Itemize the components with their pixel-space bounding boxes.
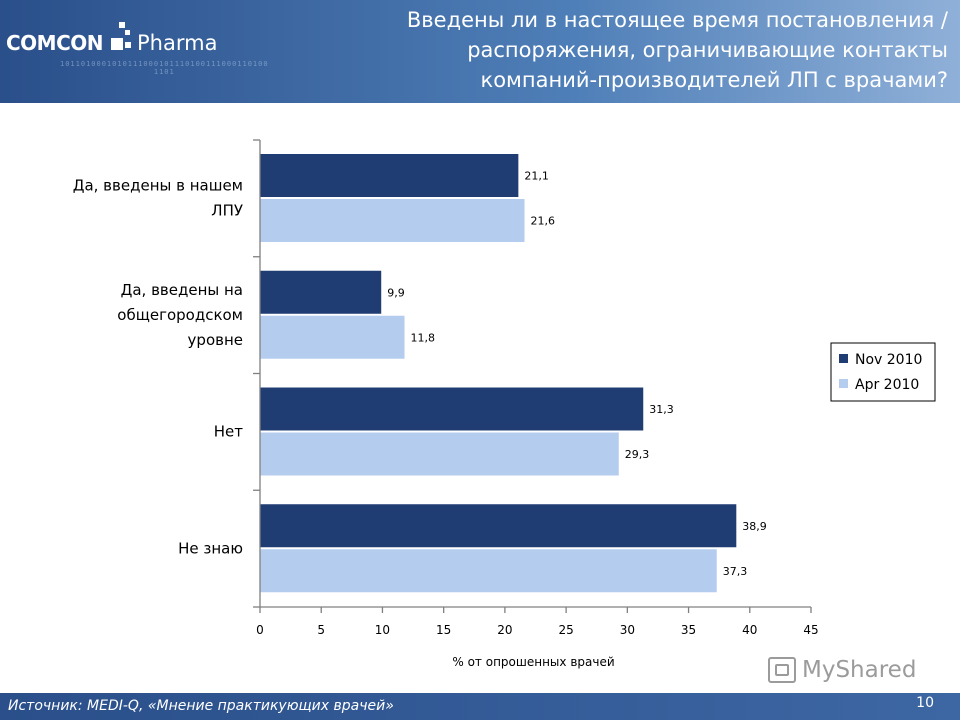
bar-nov-2010	[260, 504, 737, 548]
category-label: общегородском	[117, 306, 243, 324]
legend-box	[830, 342, 936, 402]
category-label: Нет	[214, 423, 244, 441]
legend-label: Nov 2010	[855, 352, 922, 368]
title-line: распоряжения, ограничивающие контакты	[467, 38, 948, 62]
data-label: 21,6	[530, 215, 555, 228]
bar-nov-2010	[260, 154, 519, 197]
x-tick-label: 15	[436, 623, 451, 637]
x-tick-label: 10	[375, 623, 390, 637]
bar-nov-2010	[260, 270, 382, 314]
page-number: 10	[916, 695, 934, 711]
data-label: 11,8	[410, 331, 435, 344]
x-tick-label: 35	[681, 623, 696, 637]
data-label: 31,3	[649, 403, 674, 416]
category-label: Не знаю	[178, 539, 243, 557]
bar-apr-2010	[260, 432, 619, 476]
footer-bar: Источник: MEDI-Q, «Мнение практикующих в…	[0, 693, 960, 720]
title-line: Введены ли в настоящее время постановлен…	[406, 8, 948, 32]
logo-brand: COMCON	[6, 31, 104, 55]
bar-apr-2010	[260, 199, 525, 242]
comcon-logo: COMCON Pharma	[6, 22, 218, 58]
logo-squares-icon	[107, 22, 133, 58]
category-label: уровне	[188, 331, 243, 349]
x-tick-label: 30	[620, 623, 635, 637]
title-line: компаний-производителей ЛП с врачами?	[480, 68, 948, 92]
category-label: Да, введены в нашем	[73, 177, 243, 195]
binary-decoration: 1011010001010111000101110100111000110100…	[60, 60, 269, 76]
legend-label: Apr 2010	[855, 377, 919, 393]
bar-apr-2010	[260, 315, 405, 359]
x-tick-label: 0	[256, 623, 264, 637]
x-tick-label: 5	[317, 623, 325, 637]
data-label: 37,3	[723, 565, 748, 578]
category-label: Да, введены на	[121, 281, 243, 299]
x-tick-label: 25	[558, 623, 573, 637]
x-tick-label: 40	[742, 623, 757, 637]
legend-swatch	[839, 354, 848, 363]
bar-nov-2010	[260, 387, 644, 431]
myshared-logo-icon	[768, 657, 796, 683]
x-tick-label: 45	[803, 623, 818, 637]
logo-sub: Pharma	[137, 31, 218, 55]
x-axis-label: % от опрошенных врачей	[452, 655, 614, 669]
data-label: 38,9	[742, 520, 767, 533]
page-title: Введены ли в настоящее время постановлен…	[248, 5, 948, 95]
watermark: MyShared	[768, 657, 916, 683]
data-label: 9,9	[387, 286, 405, 299]
header-banner: 1011010001010111000101110100111000110100…	[0, 0, 960, 103]
data-label: 21,1	[524, 170, 549, 183]
bar-apr-2010	[260, 549, 717, 593]
category-label: ЛПУ	[211, 202, 243, 220]
x-tick-label: 20	[497, 623, 512, 637]
watermark-text: MyShared	[802, 657, 917, 683]
data-label: 29,3	[625, 448, 650, 461]
legend-swatch	[839, 379, 848, 388]
source-note: Источник: MEDI-Q, «Мнение практикующих в…	[8, 698, 394, 714]
bar-chart: 21,1 21,6 Да, введены в нашем ЛПУ 9,9 11,8 Да,…	[73, 139, 936, 669]
